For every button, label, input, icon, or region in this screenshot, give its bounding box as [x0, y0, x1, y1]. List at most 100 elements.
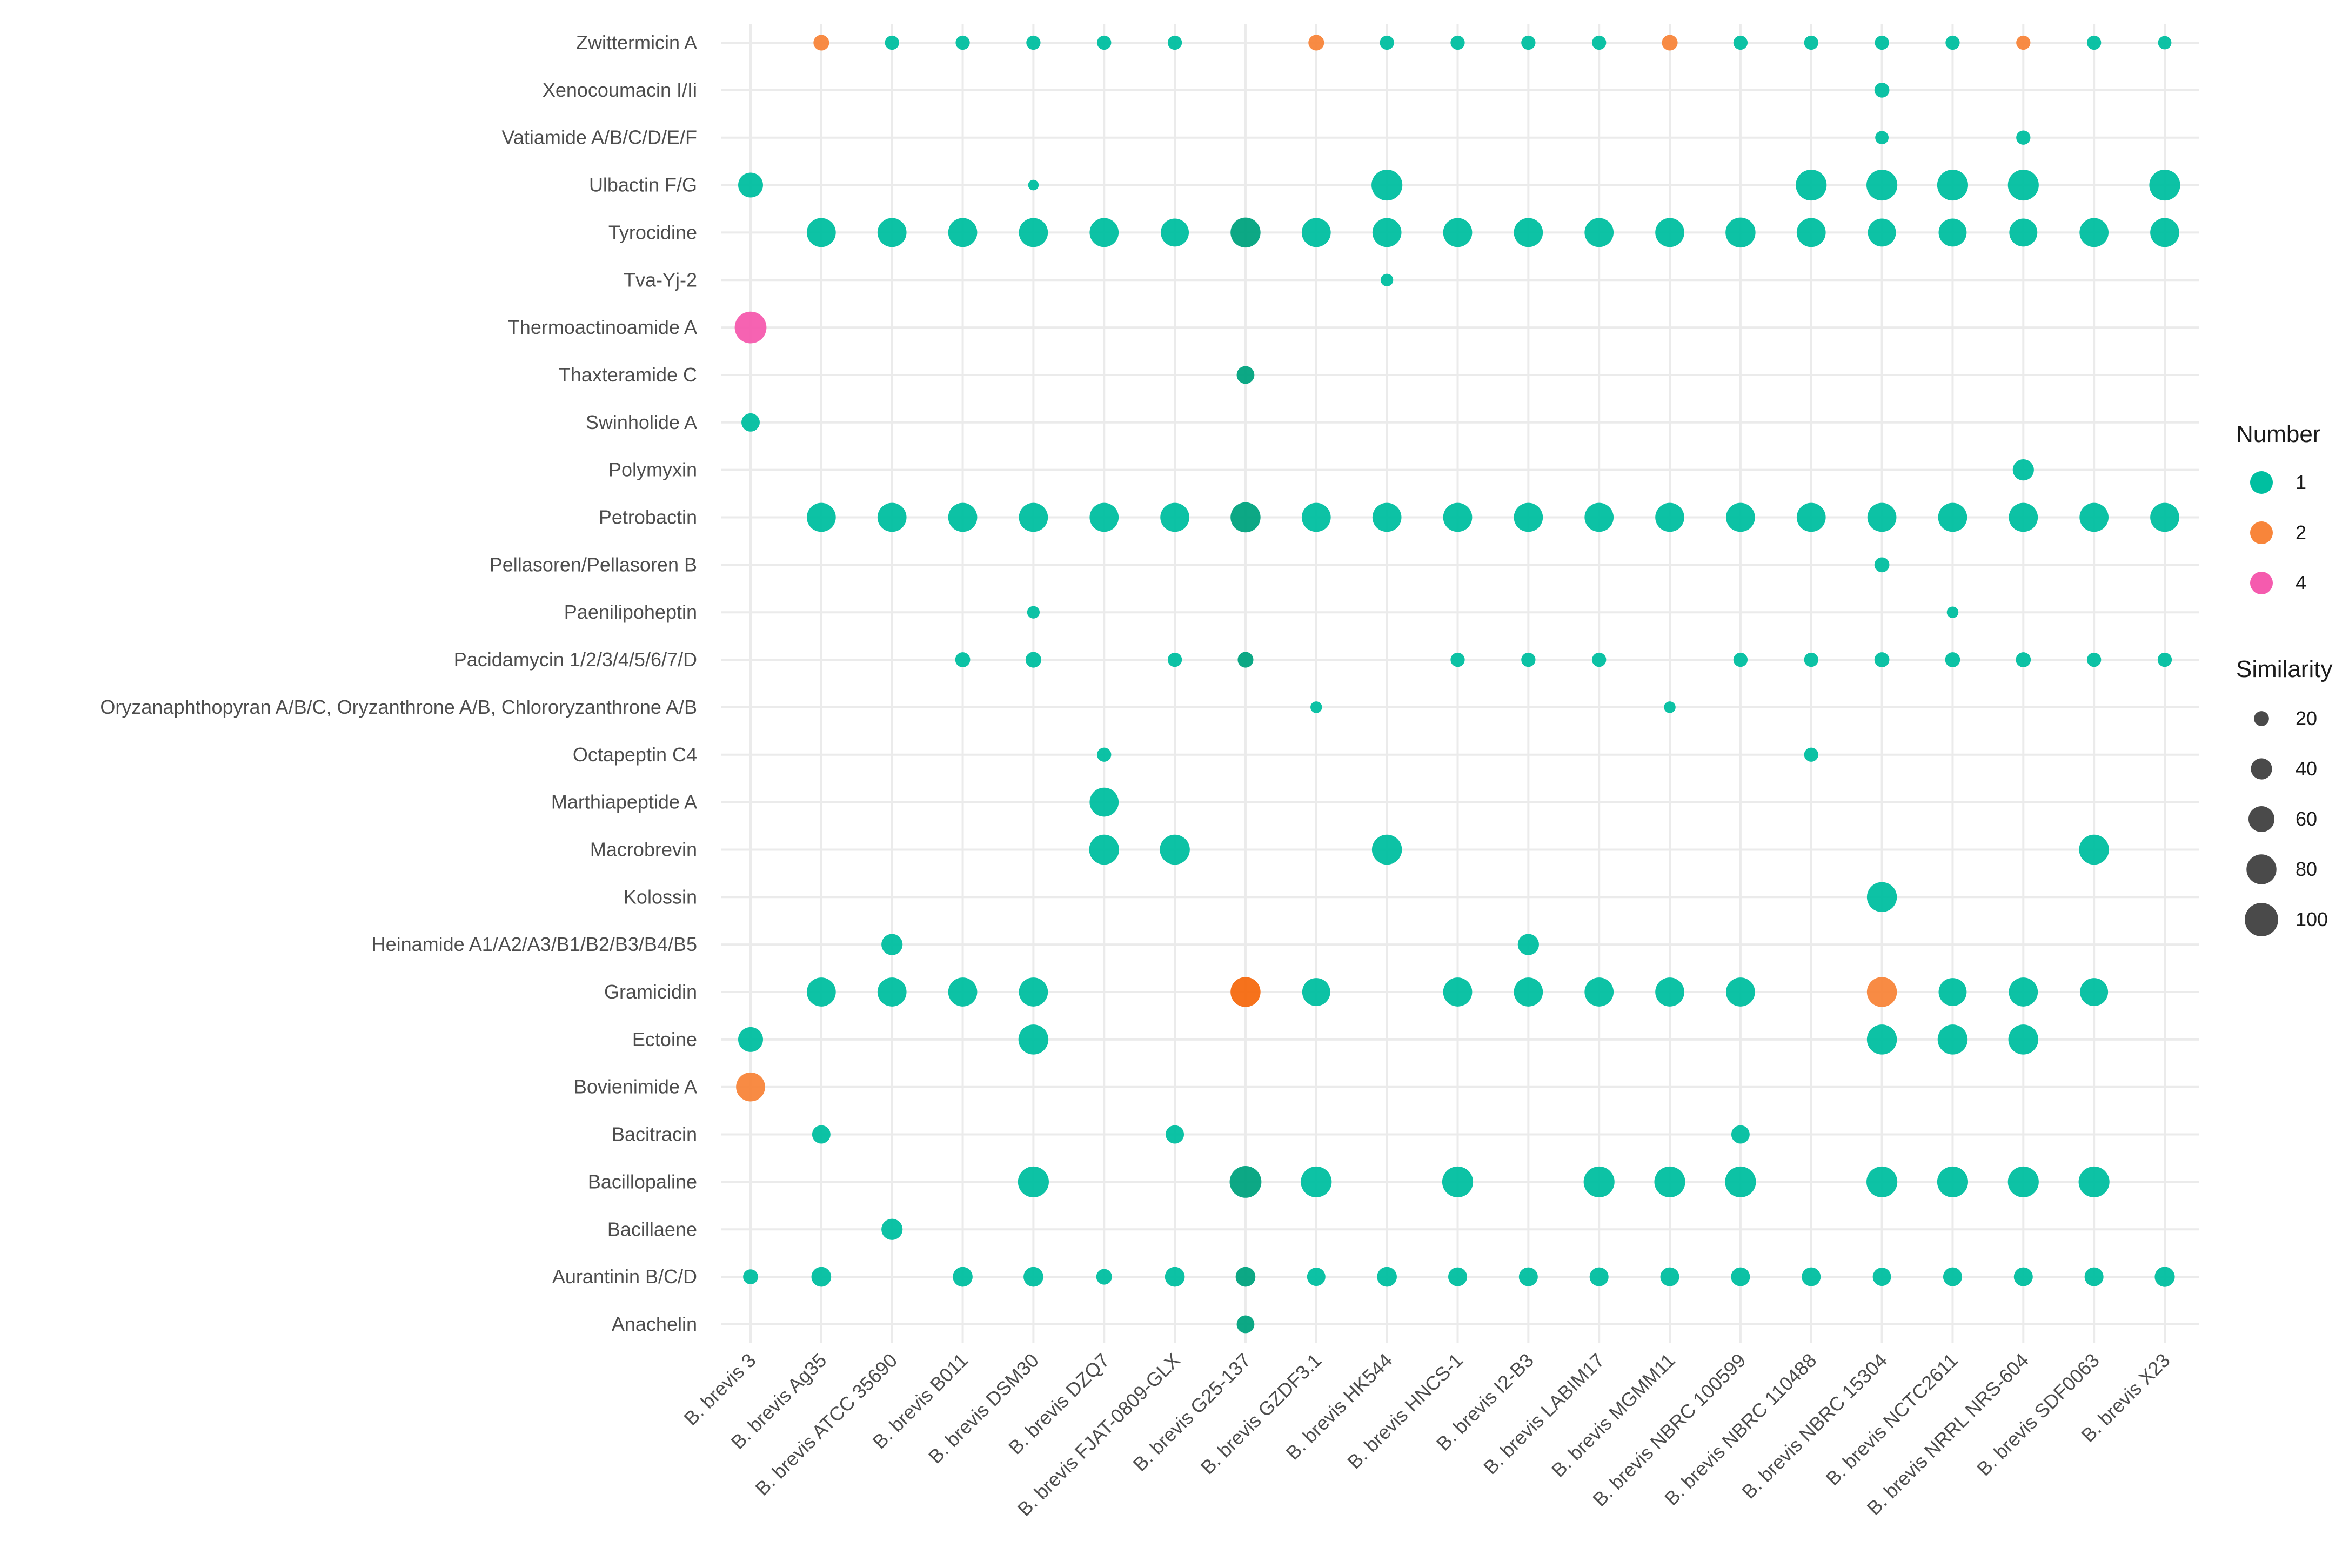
point-paenilipoheptin	[1027, 606, 1040, 619]
point-aurantinin-b-c-d	[1235, 1267, 1256, 1287]
y-tick-label: Bacillopaline	[588, 1170, 697, 1192]
point-swinholide-a	[741, 413, 760, 432]
point-tyrocidine	[1584, 218, 1614, 247]
point-marthiapeptide-a	[1089, 787, 1119, 817]
point-zwittermicin-a	[1875, 35, 1889, 50]
point-bovienimide-a	[736, 1072, 765, 1102]
point-tyrocidine	[1301, 218, 1331, 247]
legend-similarity-key	[2254, 711, 2269, 726]
point-zwittermicin-a	[2086, 35, 2102, 50]
point-petrobactin	[807, 502, 836, 532]
point-aurantinin-b-c-d	[1802, 1267, 1821, 1286]
point-aurantinin-b-c-d	[1589, 1267, 1609, 1286]
point-aurantinin-b-c-d	[1518, 1267, 1538, 1286]
point-pacidamycin-1-2-3-4-5-6-7-d	[1874, 652, 1890, 667]
point-petrobactin	[1867, 502, 1897, 532]
point-pacidamycin-1-2-3-4-5-6-7-d	[2016, 652, 2031, 667]
y-tick-label: Petrobactin	[599, 506, 697, 528]
point-paenilipoheptin	[1946, 606, 1959, 618]
y-tick-label: Tyrocidine	[608, 221, 697, 243]
point-macrobrevin	[2079, 834, 2109, 865]
point-petrobactin	[1301, 502, 1331, 532]
point-aurantinin-b-c-d	[1731, 1267, 1750, 1286]
point-ulbactin-f-g	[1028, 179, 1039, 191]
legend-similarity-title: Similarity	[2236, 656, 2332, 682]
point-tyrocidine	[1372, 218, 1402, 247]
point-gramicidin	[1726, 977, 1755, 1007]
point-zwittermicin-a	[1945, 35, 1960, 50]
y-tick-label: Bacitracin	[612, 1123, 697, 1145]
point-pacidamycin-1-2-3-4-5-6-7-d	[1237, 652, 1254, 668]
point-petrobactin	[1655, 502, 1684, 532]
point-macrobrevin	[1160, 834, 1190, 865]
y-tick-label: Heinamide A1/A2/A3/B1/B2/B3/B4/B5	[372, 933, 697, 955]
point-gramicidin	[2080, 978, 2109, 1006]
point-tyrocidine	[1443, 218, 1473, 247]
legend-number-label: 4	[2296, 572, 2306, 594]
y-tick-label: Oryzanaphthopyran A/B/C, Oryzanthrone A/…	[100, 696, 697, 718]
point-aurantinin-b-c-d	[1023, 1267, 1043, 1287]
y-tick-label: Pellasoren/Pellasoren B	[490, 553, 697, 575]
point-gramicidin	[1443, 977, 1473, 1007]
point-aurantinin-b-c-d	[1165, 1267, 1185, 1287]
point-petrobactin	[2079, 502, 2109, 532]
point-gramicidin	[1584, 977, 1614, 1007]
point-aurantinin-b-c-d	[1377, 1267, 1397, 1287]
point-ulbactin-f-g	[738, 172, 763, 198]
point-pacidamycin-1-2-3-4-5-6-7-d	[1167, 652, 1182, 667]
point-bacitracin	[1166, 1125, 1184, 1144]
point-zwittermicin-a	[955, 35, 970, 50]
point-gramicidin	[1019, 977, 1048, 1007]
point-tyrocidine	[2009, 218, 2038, 247]
y-tick-label: Bovienimide A	[574, 1076, 697, 1098]
point-zwittermicin-a	[1592, 35, 1607, 50]
y-tick-label: Swinholide A	[586, 411, 697, 433]
point-gramicidin	[2009, 977, 2038, 1007]
point-zwittermicin-a	[1097, 35, 1112, 50]
point-aurantinin-b-c-d	[1872, 1268, 1891, 1286]
y-tick-label: Anachelin	[612, 1313, 697, 1335]
y-tick-label: Thaxteramide C	[559, 364, 697, 386]
point-zwittermicin-a	[1167, 35, 1182, 50]
point-aurantinin-b-c-d	[953, 1267, 973, 1287]
legend-number-label: 1	[2296, 471, 2306, 493]
point-gramicidin	[1302, 978, 1330, 1006]
point-zwittermicin-a	[1380, 35, 1394, 50]
point-tyrocidine	[1796, 218, 1826, 247]
point-aurantinin-b-c-d	[743, 1269, 758, 1284]
point-bacillopaline	[1654, 1166, 1685, 1197]
legend-similarity-label: 20	[2296, 707, 2317, 729]
point-kolossin	[1866, 882, 1897, 913]
point-aurantinin-b-c-d	[811, 1267, 832, 1287]
point-zwittermicin-a	[2158, 36, 2172, 50]
point-bacitracin	[812, 1125, 831, 1144]
point-petrobactin	[2009, 502, 2038, 532]
point-ectoine	[1937, 1024, 1968, 1055]
x-tick-label: B. brevis G25-137	[1128, 1349, 1255, 1476]
y-axis-tick-labels: Zwittermicin A Xenocoumacin I/Ii Vatiamide…	[100, 31, 697, 1335]
point-gramicidin	[1514, 977, 1543, 1007]
legend-number-label: 2	[2296, 521, 2306, 544]
point-aurantinin-b-c-d	[1096, 1269, 1112, 1285]
point-petrobactin	[1726, 502, 1755, 532]
y-tick-label: Gramicidin	[604, 981, 697, 1003]
point-petrobactin	[1160, 502, 1189, 532]
legend-similarity-label: 100	[2296, 908, 2328, 930]
point-ulbactin-f-g	[2007, 169, 2039, 201]
point-ectoine	[738, 1027, 763, 1052]
point-pacidamycin-1-2-3-4-5-6-7-d	[1592, 652, 1607, 667]
point-ectoine	[1866, 1024, 1897, 1055]
y-tick-label: Aurantinin B/C/D	[552, 1265, 697, 1288]
y-tick-label: Pacidamycin 1/2/3/4/5/6/7/D	[454, 648, 697, 671]
legend-similarity-key	[2246, 854, 2277, 884]
point-tyrocidine	[948, 218, 978, 247]
point-tyrocidine	[1725, 217, 1756, 248]
point-xenocoumacin-i-ii	[1874, 82, 1890, 98]
point-vatiamide-a-b-c-d-e-f	[1875, 131, 1889, 145]
legend-similarity-label: 80	[2296, 858, 2317, 880]
point-gramicidin	[1866, 977, 1897, 1007]
point-ulbactin-f-g	[2149, 169, 2180, 201]
point-pacidamycin-1-2-3-4-5-6-7-d	[1804, 652, 1818, 667]
x-tick-label: B. brevis GZDF3.1	[1196, 1349, 1326, 1479]
point-zwittermicin-a	[1662, 35, 1678, 51]
